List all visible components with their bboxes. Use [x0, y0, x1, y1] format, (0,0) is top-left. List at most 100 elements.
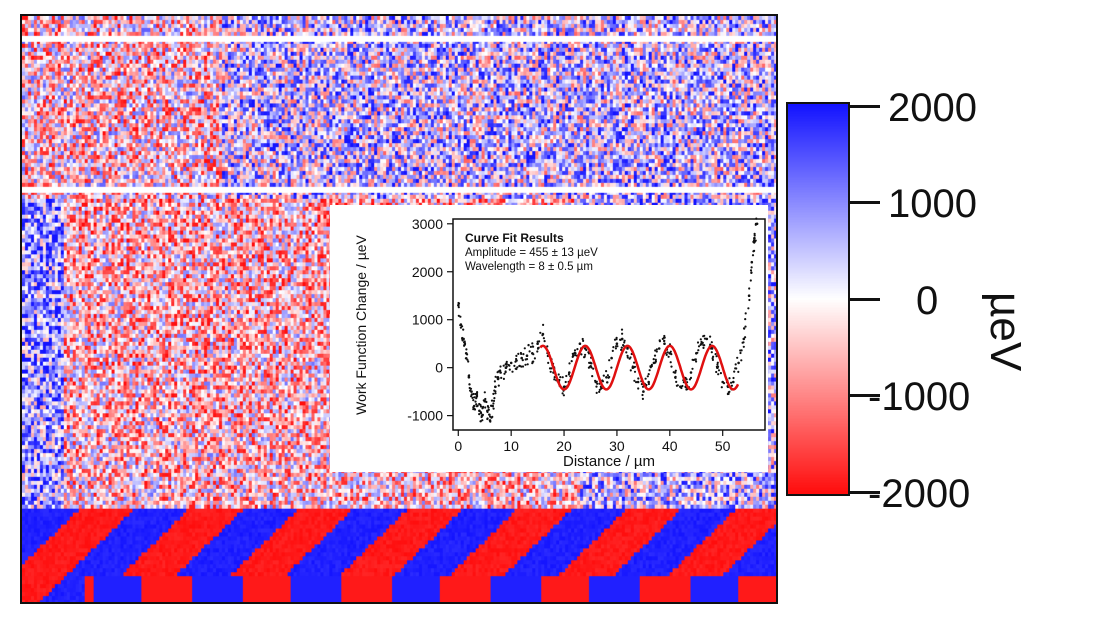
data-point [493, 397, 496, 400]
data-point [547, 361, 550, 364]
y-tick-label: 0 [435, 360, 443, 376]
data-point [633, 365, 637, 368]
data-point [716, 365, 720, 368]
data-point [653, 354, 657, 357]
data-point [548, 367, 552, 370]
data-point [509, 361, 513, 365]
data-point [562, 394, 565, 397]
data-point [750, 271, 753, 274]
data-point [482, 405, 485, 408]
x-tick-label: 40 [662, 438, 678, 454]
data-point [694, 358, 697, 361]
data-point [754, 239, 757, 242]
data-point [740, 349, 743, 352]
data-point [716, 361, 719, 364]
data-point [714, 353, 717, 356]
data-point [568, 371, 571, 374]
data-point [605, 370, 608, 373]
data-point [601, 379, 604, 382]
data-point [755, 222, 759, 226]
data-point [739, 351, 742, 355]
x-axis-label: Distance / µm [563, 453, 655, 470]
data-point [695, 360, 698, 363]
data-point [629, 356, 632, 359]
plot-frame [452, 218, 766, 431]
data-point [605, 376, 608, 379]
data-point [521, 365, 525, 368]
data-point [600, 387, 603, 390]
data-point [667, 355, 670, 358]
data-point [748, 298, 751, 302]
colorbar-tick-2000 [850, 105, 880, 108]
data-point [705, 337, 709, 341]
data-point [549, 370, 552, 373]
data-point [468, 374, 471, 377]
data-point [474, 400, 477, 403]
data-point [492, 399, 496, 402]
data-point [674, 369, 677, 372]
data-point [478, 413, 481, 416]
data-point [637, 377, 640, 380]
data-point [740, 359, 743, 362]
data-point [702, 335, 705, 338]
data-point [553, 378, 556, 381]
data-point [574, 352, 577, 355]
data-point [744, 312, 747, 315]
data-point [494, 375, 497, 378]
data-point [753, 236, 756, 240]
data-point [580, 353, 583, 356]
data-point [669, 361, 672, 364]
data-point [546, 345, 549, 348]
data-point [564, 380, 567, 384]
data-point [520, 352, 523, 355]
y-axis-label: Work Function Change / µeV [353, 234, 369, 414]
data-point [492, 392, 495, 395]
colorbar-label-0: 0 [916, 279, 939, 323]
data-point [457, 304, 460, 307]
data-point [737, 370, 740, 373]
data-point [641, 393, 644, 397]
fit-curve [539, 344, 740, 391]
data-point [620, 346, 623, 349]
data-point [614, 347, 617, 350]
data-point [528, 350, 531, 353]
data-point [561, 392, 564, 395]
data-point [685, 378, 688, 381]
data-point [670, 365, 673, 368]
data-point [481, 419, 484, 422]
x-axis-ticks: 0 10 20 30 40 50 [454, 430, 731, 454]
data-point [462, 337, 465, 341]
data-point [590, 366, 593, 369]
data-point [465, 357, 468, 360]
data-point [481, 414, 484, 417]
data-point [513, 364, 516, 367]
data-point [571, 355, 574, 358]
data-point [508, 364, 511, 367]
data-point [479, 405, 483, 408]
data-point [691, 367, 694, 370]
data-point [720, 386, 723, 389]
data-point [608, 359, 611, 362]
data-point [533, 357, 536, 360]
data-point [529, 345, 532, 348]
data-point [610, 366, 613, 369]
data-point [505, 360, 508, 363]
data-point [582, 339, 585, 342]
data-point [750, 260, 754, 264]
data-point [475, 405, 479, 408]
data-point [629, 369, 632, 372]
data-point [525, 358, 529, 361]
data-point [610, 356, 613, 360]
data-point [523, 347, 526, 350]
data-point [461, 325, 464, 328]
data-point [493, 380, 496, 383]
data-point [478, 409, 481, 413]
data-point [524, 363, 527, 366]
data-point [570, 360, 573, 363]
data-point [517, 352, 520, 355]
data-point [475, 403, 478, 406]
data-point [520, 365, 523, 368]
data-point [596, 382, 599, 385]
x-tick-label: 0 [454, 438, 462, 454]
data-point [675, 380, 678, 383]
